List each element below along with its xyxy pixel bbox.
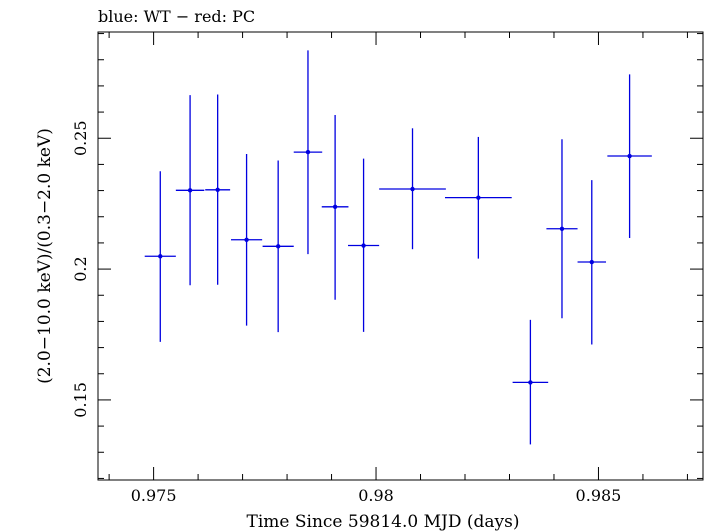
point-marker — [559, 226, 565, 231]
x-tick-label: 0.98 — [358, 486, 394, 505]
y-axis-label: (2.0−10.0 keV)/(0.3−2.0 keV) — [35, 128, 55, 384]
point-marker — [410, 186, 415, 192]
point-marker — [305, 149, 311, 155]
data-point — [321, 114, 349, 300]
y-tick-label: 0.25 — [71, 120, 90, 156]
x-axis-label: Time Since 59814.0 MJD (days) — [247, 512, 520, 532]
data-point — [444, 136, 512, 259]
y-tick-label: 0.15 — [71, 382, 90, 418]
plot-frame — [97, 31, 704, 481]
point-marker — [476, 195, 481, 200]
data-point — [577, 180, 607, 345]
data-point — [205, 94, 231, 285]
y-tick-label: 0.2 — [71, 256, 90, 281]
point-marker — [627, 153, 632, 159]
data-points — [144, 50, 652, 445]
point-marker — [158, 254, 163, 259]
data-point — [607, 74, 652, 238]
data-point — [512, 319, 549, 445]
data-point — [231, 153, 263, 326]
point-marker — [332, 204, 338, 210]
x-tick-label: 0.975 — [131, 486, 177, 505]
point-marker — [528, 380, 533, 385]
data-point — [348, 158, 380, 332]
point-marker — [187, 188, 193, 193]
point-marker — [589, 259, 594, 265]
data-point — [546, 139, 578, 319]
point-marker — [215, 187, 220, 192]
point-marker — [275, 244, 281, 249]
data-point — [379, 128, 446, 250]
chart-title: blue: WT − red: PC — [98, 7, 255, 26]
data-point — [262, 160, 294, 333]
data-point — [175, 95, 205, 286]
point-marker — [244, 237, 249, 242]
x-tick-label: 0.985 — [576, 486, 622, 505]
data-point — [144, 171, 176, 342]
axis-ticks: 0.975 0.98 0.985 0.15 0.2 0.25 — [71, 32, 703, 505]
data-point — [293, 50, 323, 255]
point-marker — [361, 243, 366, 248]
